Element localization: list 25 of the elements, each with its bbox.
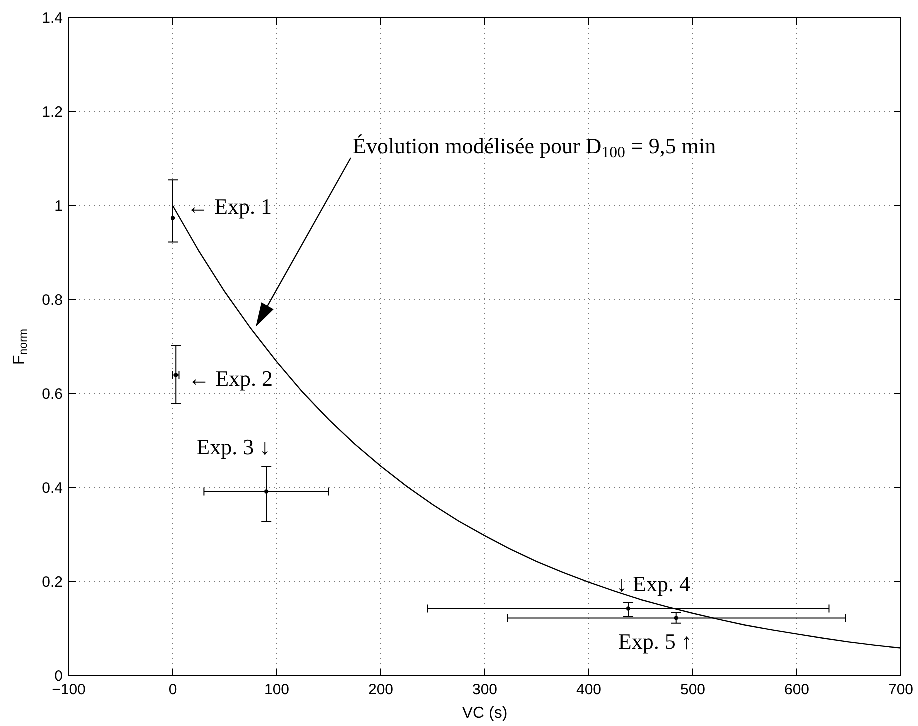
y-tick-label: 1.2 xyxy=(42,104,63,121)
y-tick-label: 0.6 xyxy=(42,386,63,403)
y-tick-label: 0.2 xyxy=(42,574,63,591)
x-tick-label: 200 xyxy=(368,682,394,699)
y-tick-label: 0.4 xyxy=(42,480,63,497)
annotation: Exp. 5 ↑ xyxy=(618,628,692,654)
x-tick-label: 300 xyxy=(472,682,498,699)
y-tick-label: 0.8 xyxy=(42,292,63,309)
x-tick-label: 0 xyxy=(168,682,178,699)
x-tick-label: 500 xyxy=(680,682,706,699)
point xyxy=(626,606,631,611)
x-tick-label: 700 xyxy=(888,682,914,699)
annotation: Évolution modélisée pour D$_{100}$ = 9,5 min xyxy=(353,134,716,162)
x-tick-label: 600 xyxy=(784,682,810,699)
annotation: ↓ Exp. 4 xyxy=(616,571,690,596)
y-tick-label: 1.4 xyxy=(42,10,63,27)
point xyxy=(170,216,176,220)
annotation: Exp. 3 ↓ xyxy=(196,434,271,460)
point xyxy=(264,490,269,494)
x-tick-label: 400 xyxy=(576,682,602,699)
annotation: ← Exp. 1 xyxy=(187,194,272,219)
x-axis-title: VC (s) xyxy=(462,705,508,722)
y-tick-label: 1 xyxy=(54,198,63,215)
annotation: ← Exp. 2 xyxy=(188,366,274,391)
x-tick-label: 100 xyxy=(264,682,290,699)
